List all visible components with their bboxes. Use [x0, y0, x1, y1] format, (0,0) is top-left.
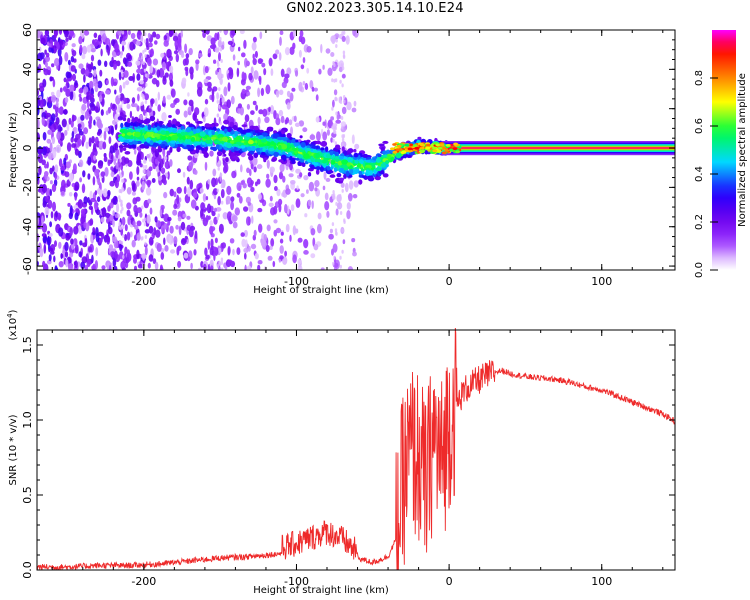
y-scale-label: (x104): [6, 309, 19, 340]
y-tick-label: 60: [21, 23, 34, 37]
spectrogram-frame: [36, 29, 676, 271]
y-axis-label: Frequency (Hz): [8, 112, 19, 188]
colorbar-tick-label: 0.0: [694, 262, 705, 278]
spectrogram-image: [37, 30, 675, 270]
y-tick-label: 1.0: [21, 411, 34, 429]
snr-frame: [36, 329, 676, 571]
colorbar-tick-label: 0.8: [694, 70, 705, 86]
y-tick-label: 40: [21, 62, 34, 76]
y-tick-label: 0: [21, 145, 34, 152]
colorbar: 0.0 0.2 0.4 0.6 0.8 Normalized spectral ampli…: [694, 30, 748, 278]
x-tick-label: -100: [284, 575, 309, 588]
colorbar-tick-label: 0.2: [694, 214, 705, 230]
x-axis-label: Height of straight line (km): [253, 585, 389, 596]
colorbar-tick-label: 0.6: [694, 118, 705, 134]
colorbar-gradient: [712, 30, 736, 270]
x-tick-label: 0: [446, 275, 453, 288]
x-tick-label: -100: [284, 275, 309, 288]
y-tick-label: 20: [21, 102, 34, 116]
snr-panel: 0.0 0.5 1.0 1.5 -200 -100 0 100 Height of straig…: [6, 309, 676, 596]
y-tick-label: 1.5: [21, 336, 34, 354]
x-axis-label: Height of straight line (km): [253, 285, 389, 296]
spectrogram-panel: 60 40 20 0 -20 -40 -60 -200 -100 0 100 Height of st…: [8, 23, 676, 296]
y-tick-label: -60: [21, 257, 34, 275]
x-tick-label: 0: [446, 575, 453, 588]
y-axis-label: SNR (10 * v/v): [8, 414, 19, 485]
y-tick-label: 0.0: [21, 561, 34, 579]
page-title: GN02.2023.305.14.10.E24: [286, 1, 464, 16]
x-tick-label: -200: [131, 275, 156, 288]
x-tick-label: -200: [131, 575, 156, 588]
carrier-band: [441, 147, 675, 149]
colorbar-tick-label: 0.4: [694, 166, 705, 182]
y-tick-label: 0.5: [21, 486, 34, 504]
y-tick-label: -40: [21, 218, 34, 236]
x-tick-label: 100: [591, 575, 612, 588]
y-tick-label: -20: [21, 178, 34, 196]
x-tick-label: 100: [591, 275, 612, 288]
colorbar-label: Normalized spectral amplitude: [737, 73, 748, 227]
snr-line: [37, 328, 675, 570]
